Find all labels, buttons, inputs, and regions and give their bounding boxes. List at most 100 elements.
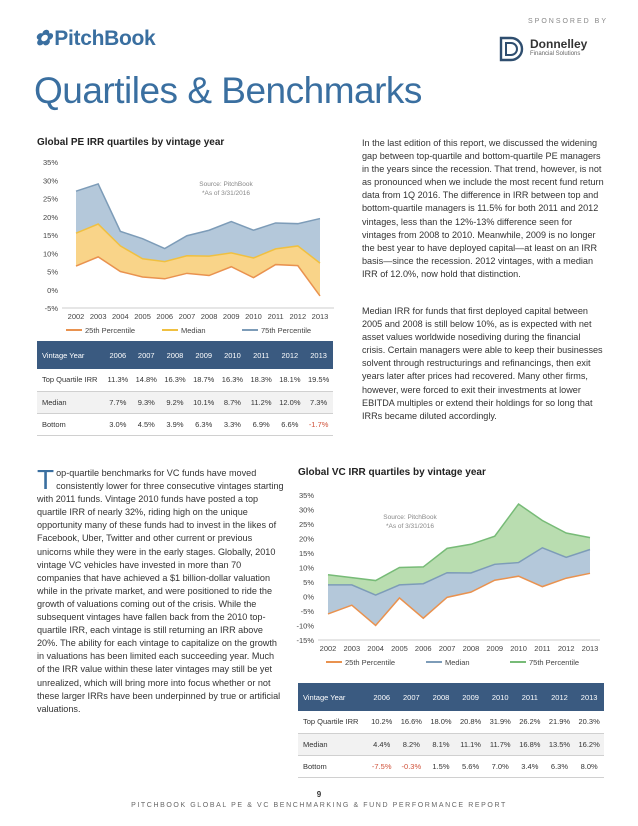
- series-75th-percentile-line: [327, 502, 591, 582]
- table-cell: 5.6%: [455, 755, 486, 778]
- table-cell: 11.2%: [246, 391, 276, 414]
- donnelley-logo: Donnelley Financial Solutions: [498, 36, 608, 62]
- vc-header-year: 2013: [574, 683, 604, 711]
- series-median-line: [75, 223, 321, 264]
- row-label: Median: [298, 733, 367, 756]
- table-cell: -7.5%: [366, 755, 397, 778]
- pitchbook-logo: ✿ PitchBook: [34, 26, 156, 51]
- table-cell: 3.0%: [103, 413, 132, 436]
- series-median-line: [328, 546, 591, 596]
- band-median-to-75th: [328, 503, 590, 596]
- table-cell: 18.0%: [426, 711, 456, 734]
- table-cell: 16.8%: [515, 733, 545, 756]
- band-median-to-75th: [76, 183, 320, 264]
- x-tick-label: 2006: [156, 312, 173, 321]
- vc-header-year: 2011: [515, 683, 545, 711]
- x-tick-label: 2009: [486, 644, 503, 653]
- y-tick-label: 15%: [299, 549, 314, 558]
- y-tick-label: 20%: [43, 213, 58, 222]
- band-25th-to-median: [328, 547, 590, 626]
- table-cell: 19.5%: [304, 369, 333, 392]
- pe-header-year: 2006: [103, 341, 132, 369]
- right-paragraph-2: Median IRR for funds that first deployed…: [362, 306, 603, 421]
- x-tick-label: 2012: [289, 312, 306, 321]
- page-title: Quartiles & Benchmarks: [34, 70, 422, 111]
- table-cell: 8.2%: [396, 733, 427, 756]
- x-tick-label: 2013: [582, 644, 599, 653]
- table-cell: 14.8%: [131, 369, 161, 392]
- x-tick-label: 2012: [558, 644, 575, 653]
- y-tick-label: 10%: [299, 564, 314, 573]
- vc-header-year: 2008: [426, 683, 456, 711]
- table-cell: 8.7%: [218, 391, 247, 414]
- pe-header-year: 2012: [275, 341, 305, 369]
- x-tick-label: 2008: [201, 312, 218, 321]
- table-cell: 11.7%: [485, 733, 516, 756]
- y-tick-label: -15%: [296, 636, 314, 645]
- x-tick-label: 2002: [320, 644, 337, 653]
- table-row: Bottom 3.0% 4.5% 3.9% 6.3% 3.3% 6.9% 6.6% -1.7%: [37, 413, 333, 436]
- pe-header-year: 2007: [131, 341, 161, 369]
- table-cell: 18.7%: [189, 369, 219, 392]
- table-cell: 7.0%: [485, 755, 516, 778]
- table-cell: 11.1%: [455, 733, 486, 756]
- table-cell: 26.2%: [515, 711, 545, 734]
- row-label: Top Quartile IRR: [37, 369, 104, 392]
- legend-entry: 25th Percentile: [85, 326, 135, 335]
- y-tick-label: 35%: [299, 491, 314, 500]
- table-row: Median 7.7% 9.3% 9.2% 10.1% 8.7% 11.2% 12.0% 7.3…: [37, 391, 333, 414]
- table-cell: 7.3%: [304, 391, 333, 414]
- chart-source-note: Source: PitchBook: [199, 181, 253, 188]
- table-cell: 12.0%: [275, 391, 305, 414]
- table-cell: 20.8%: [455, 711, 486, 734]
- chart-asof-note: *As of 3/31/2016: [386, 523, 434, 530]
- legend-entry: 75th Percentile: [261, 326, 311, 335]
- band-25th-to-median: [76, 224, 320, 296]
- table-cell: 6.3%: [544, 755, 575, 778]
- table-cell: 16.3%: [218, 369, 247, 392]
- table-cell: 9.2%: [160, 391, 190, 414]
- chart-source-note: Source: PitchBook: [383, 514, 437, 521]
- pe-header-year: 2011: [246, 341, 276, 369]
- table-cell: 10.2%: [366, 711, 397, 734]
- table-cell: 20.3%: [574, 711, 604, 734]
- y-tick-label: -5%: [301, 607, 315, 616]
- table-cell: 11.3%: [103, 369, 132, 392]
- table-cell: 16.2%: [574, 733, 604, 756]
- donnelley-mark-icon: [499, 36, 524, 62]
- x-tick-label: 2010: [245, 312, 262, 321]
- pe-quartile-table: Vintage Year 2006 2007 2008 2009 2010 2011 2012…: [37, 341, 333, 436]
- x-tick-label: 2005: [134, 312, 151, 321]
- x-tick-label: 2011: [268, 312, 284, 321]
- legend-entry: 75th Percentile: [529, 658, 579, 667]
- y-tick-label: 25%: [299, 520, 314, 529]
- y-tick-label: -5%: [45, 304, 59, 313]
- table-cell: 8.1%: [426, 733, 456, 756]
- sponsor-label: SPONSORED BY: [527, 18, 608, 25]
- vc-header-year: 2007: [396, 683, 427, 711]
- table-cell: 10.1%: [189, 391, 219, 414]
- vc-irr-chart: 35% 30% 25% 20% 15% 10% 5% 0% -5% -10% -15% 2002 200…: [296, 491, 600, 667]
- table-row: Top Quartile IRR 11.3% 14.8% 16.3% 18.7% 16.3…: [37, 369, 333, 392]
- y-tick-label: 10%: [43, 249, 58, 258]
- table-cell: 13.5%: [544, 733, 575, 756]
- table-cell: 6.3%: [189, 413, 219, 436]
- pe-chart-title: Global PE IRR quartiles by vintage year: [37, 137, 225, 148]
- pe-irr-chart: 35% 30% 25% 20% 15% 10% 5% 0% -5% 2002 2003 2004 200…: [43, 158, 334, 335]
- page-number: 9: [316, 790, 322, 799]
- pe-header-year: 2009: [189, 341, 219, 369]
- table-cell: 3.9%: [160, 413, 190, 436]
- y-tick-label: 25%: [43, 195, 58, 204]
- legend-entry: Median: [181, 326, 206, 335]
- x-tick-label: 2013: [312, 312, 329, 321]
- chart-asof-note: *As of 3/31/2016: [202, 190, 250, 197]
- series-75th-percentile-line: [75, 182, 321, 250]
- x-tick-label: 2008: [463, 644, 480, 653]
- pe-table-header: Vintage Year 2006 2007 2008 2009 2010 2011 2012…: [37, 341, 333, 369]
- table-cell: 4.5%: [131, 413, 161, 436]
- pe-header-year: 2008: [160, 341, 190, 369]
- table-cell: 31.9%: [485, 711, 516, 734]
- y-tick-label: 15%: [43, 231, 58, 240]
- table-row: Bottom -7.5% -0.3% 1.5% 5.6% 7.0% 3.4% 6.3% 8.0%: [298, 755, 604, 778]
